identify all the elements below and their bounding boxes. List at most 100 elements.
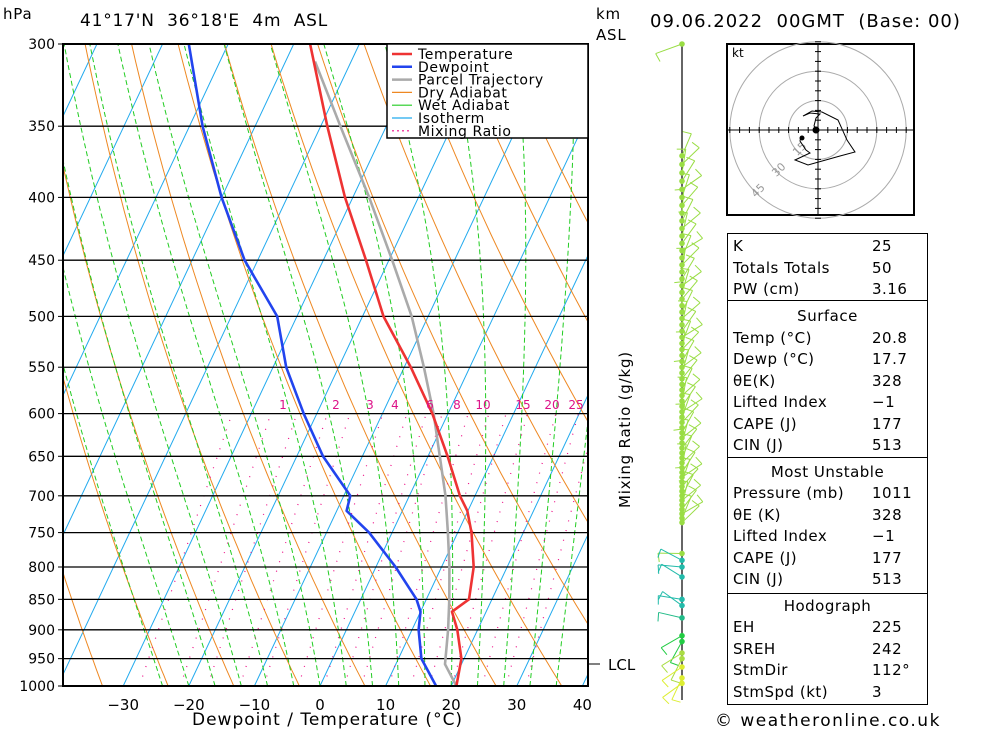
dry-adiabat-line bbox=[224, 44, 497, 686]
wind-barb-flag bbox=[691, 141, 700, 149]
wet-adiabat-line bbox=[63, 362, 164, 686]
wind-barb bbox=[681, 495, 692, 519]
wind-barb bbox=[681, 186, 699, 206]
wind-barb bbox=[662, 591, 683, 606]
wind-barb-flag bbox=[670, 662, 679, 667]
isotherm-line bbox=[253, 44, 557, 686]
x-tick-label: 40 bbox=[573, 696, 592, 714]
wind-barb bbox=[655, 43, 683, 55]
mixing-ratio-line bbox=[451, 413, 529, 686]
wind-barb-flag bbox=[688, 485, 697, 491]
surface-panel: Surface Temp (°C) 20.8 Dewp (°C) 17.7 θE(K… bbox=[727, 300, 928, 458]
mixing-ratio-labels: 1 2 3 4 6 8 10 15 20 25 bbox=[279, 398, 583, 412]
wind-barb bbox=[681, 212, 701, 229]
x-tick-label: 30 bbox=[507, 696, 526, 714]
wind-barb-flag bbox=[661, 665, 668, 673]
wind-barb bbox=[661, 666, 683, 681]
parcel-trajectory-line bbox=[313, 61, 458, 686]
mixing-ratio-label: 4 bbox=[391, 398, 399, 412]
wind-barb-flag bbox=[682, 433, 692, 437]
wind-barb-flag bbox=[684, 196, 694, 200]
wind-barb-flag bbox=[696, 231, 703, 239]
wind-level-dot bbox=[679, 269, 685, 275]
wind-barb-flag bbox=[690, 463, 699, 470]
wind-level-dot bbox=[679, 398, 685, 404]
datetime-title: 09.06.2022 00GMT (Base: 00) bbox=[650, 11, 961, 32]
wind-barb-flag bbox=[680, 172, 690, 176]
wind-barb bbox=[681, 331, 686, 356]
isotherm-line bbox=[188, 44, 491, 686]
x-tick-label: 20 bbox=[442, 696, 461, 714]
wind-barb bbox=[681, 248, 686, 272]
wind-level-dot bbox=[679, 276, 685, 282]
wet-adiabat-line bbox=[503, 44, 527, 686]
wind-barb bbox=[681, 386, 696, 407]
wind-barb bbox=[681, 467, 685, 492]
dry-adiabat-line bbox=[968, 44, 1000, 686]
x-tick-label: 0 bbox=[315, 696, 325, 714]
mixing-ratio-label: 8 bbox=[453, 398, 461, 412]
mixing-ratio-label: 3 bbox=[366, 398, 374, 412]
index-row-totals: Totals Totals 50 bbox=[733, 259, 893, 277]
wet-adiabat-line bbox=[89, 44, 268, 686]
dry-adiabat-line bbox=[410, 44, 588, 423]
wind-barb bbox=[681, 331, 700, 350]
km-label: km bbox=[596, 5, 621, 23]
wind-barb-flag bbox=[692, 296, 701, 304]
wind-barb bbox=[681, 189, 685, 214]
wet-adiabat-line bbox=[63, 157, 216, 686]
wind-barb-flag bbox=[693, 206, 701, 214]
wind-barb-flag bbox=[682, 233, 692, 237]
wind-barb bbox=[681, 352, 702, 368]
wind-barb bbox=[681, 223, 697, 244]
wind-barb bbox=[681, 468, 699, 487]
wind-barb-flag bbox=[695, 391, 703, 400]
wind-barb bbox=[681, 147, 700, 165]
y-tick-label: 500 bbox=[28, 309, 55, 325]
dry-adiabat-line bbox=[363, 44, 588, 524]
wind-barb bbox=[670, 658, 683, 681]
wind-barb bbox=[681, 403, 686, 428]
dry-adiabat-line bbox=[922, 44, 1000, 686]
mixing-ratio-line bbox=[207, 413, 298, 686]
dry-adiabat-line bbox=[317, 44, 588, 626]
wind-barb bbox=[662, 682, 683, 698]
wind-barb-flag bbox=[674, 188, 684, 191]
index-row-k: K 25 bbox=[733, 237, 893, 255]
x-tick-label: 10 bbox=[376, 696, 395, 714]
wind-barb-flag bbox=[683, 287, 693, 292]
wind-profile-column bbox=[655, 41, 704, 705]
legend-label: Parcel Trajectory bbox=[418, 73, 544, 89]
wind-barb-flag bbox=[681, 318, 691, 322]
legend-label: Wet Adiabat bbox=[418, 98, 510, 114]
wind-barb bbox=[661, 563, 683, 578]
wet-adiabat-line bbox=[323, 44, 426, 686]
wet-adiabat-line bbox=[63, 44, 242, 686]
wind-barb-flag bbox=[680, 457, 690, 460]
legend-label: Temperature bbox=[417, 47, 513, 63]
isotherm-line bbox=[63, 44, 360, 676]
wind-barb-flag bbox=[678, 480, 688, 483]
x-axis-label: Dewpoint / Temperature (°C) bbox=[192, 710, 463, 730]
wind-barb-flag bbox=[673, 428, 683, 431]
wet-adiabat-line bbox=[384, 44, 454, 686]
isobars bbox=[63, 43, 588, 687]
hodograph-trace bbox=[793, 110, 856, 166]
isotherm-line bbox=[0, 44, 31, 686]
hodograph-storm-marker bbox=[812, 126, 820, 134]
mixing-ratio-line bbox=[481, 413, 557, 686]
wind-barb bbox=[681, 446, 700, 464]
wet-adiabat-line bbox=[269, 44, 400, 686]
wind-barb bbox=[681, 398, 703, 413]
indices-panel: K 25 Totals Totals 50 PW (cm) 3.16 bbox=[727, 233, 928, 301]
wind-barb-flag bbox=[661, 680, 669, 688]
wind-barb bbox=[681, 302, 701, 319]
y-tick-label: 400 bbox=[28, 190, 55, 206]
wind-barb bbox=[681, 419, 689, 444]
wind-barb-flag bbox=[691, 326, 699, 333]
wind-barb-flag bbox=[695, 168, 703, 176]
legend-label: Isotherm bbox=[418, 111, 485, 127]
wind-barb-flag bbox=[655, 53, 661, 62]
wind-barb-flag bbox=[675, 466, 685, 469]
